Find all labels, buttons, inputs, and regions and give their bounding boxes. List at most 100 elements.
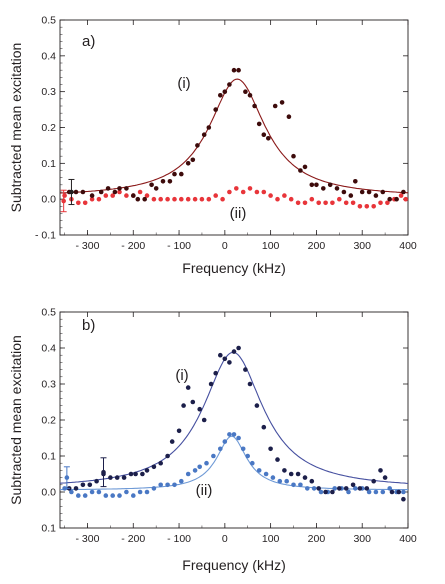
data-point-series-1 [110, 493, 115, 498]
data-point-series-1 [69, 489, 74, 495]
data-point-series-1 [318, 489, 324, 495]
x-tick-label: 300 [353, 533, 371, 545]
data-point-series-1 [96, 196, 102, 202]
data-point-series-0 [87, 482, 93, 488]
data-point-series-0 [353, 179, 358, 184]
data-point-series-0 [73, 486, 79, 491]
data-point-series-0 [401, 189, 406, 195]
data-point-series-1 [124, 489, 129, 495]
y-axis-label: Subtracted mean excitation [8, 335, 24, 505]
data-point-series-0 [254, 403, 260, 408]
data-point-series-0 [144, 468, 150, 473]
data-point-series-1 [151, 486, 157, 491]
data-point-series-0 [302, 164, 308, 170]
data-point-series-0 [256, 121, 262, 127]
data-point-series-1 [268, 193, 273, 198]
data-point-series-1 [137, 189, 143, 195]
data-point-series-0 [394, 196, 399, 202]
data-point-series-0 [371, 478, 377, 484]
data-point-series-1 [332, 486, 338, 491]
data-point-series-1 [343, 200, 349, 206]
data-point-series-1 [398, 193, 404, 198]
data-point-series-1 [103, 493, 109, 498]
data-point-series-1 [371, 204, 377, 209]
data-point-series-0 [401, 496, 406, 502]
data-point-series-1 [250, 460, 255, 466]
data-point-series-0 [316, 486, 322, 491]
data-point-series-1 [76, 493, 81, 498]
data-point-series-0 [380, 189, 386, 195]
data-point-series-0 [236, 67, 241, 73]
data-point-series-0 [121, 475, 127, 480]
x-axis-label: Frequency (kHz) [182, 557, 285, 573]
data-point-series-0 [108, 475, 113, 480]
data-point-series-1 [62, 193, 67, 198]
panel-label: b) [82, 317, 95, 334]
panel-label: a) [82, 33, 95, 50]
x-tick-label: - 300 [76, 240, 100, 252]
data-point-series-0 [153, 186, 159, 191]
data-point-series-0 [387, 196, 393, 202]
data-point-series-1 [291, 482, 296, 488]
data-point-series-1 [172, 196, 177, 202]
x-tick-label: 0 [222, 240, 228, 252]
data-point-series-0 [268, 446, 273, 452]
data-point-series-0 [343, 486, 349, 491]
data-point-series-1 [131, 493, 136, 498]
data-point-series-0 [190, 399, 196, 405]
x-tick-label: 100 [262, 533, 280, 545]
data-point-series-0 [89, 193, 95, 198]
x-tick-label: - 300 [76, 533, 100, 545]
data-point-series-0 [350, 482, 356, 488]
data-point-series-1 [206, 196, 212, 202]
data-point-series-1 [211, 453, 216, 459]
error-bar-point [69, 189, 74, 195]
data-point-series-0 [231, 67, 237, 73]
data-point-series-0 [176, 428, 182, 434]
x-tick-label: - 100 [167, 240, 191, 252]
data-point-series-0 [195, 143, 200, 148]
data-point-series-1 [144, 489, 150, 495]
data-point-series-0 [302, 475, 308, 480]
data-point-series-0 [279, 100, 285, 105]
data-point-series-0 [252, 103, 257, 109]
data-point-series-0 [218, 93, 223, 98]
data-point-series-1 [240, 446, 246, 452]
data-point-series-0 [323, 489, 328, 495]
annotation-ii: (ii) [230, 205, 247, 222]
annotation-i: (i) [177, 75, 190, 92]
panel-b: 0.1 0.0 0.1 0.2 0.3 0.4 0.5 - 300 - 200 - 100 0 100… [8, 307, 417, 574]
data-point-series-1 [172, 482, 177, 488]
data-point-series-0 [201, 132, 207, 137]
data-point-series-1 [284, 478, 290, 484]
data-point-series-1 [179, 478, 184, 484]
y-axis-label: Subtracted mean excitation [8, 43, 24, 213]
data-point-series-0 [179, 171, 184, 177]
data-point-series-0 [231, 349, 237, 354]
data-point-series-0 [334, 186, 340, 191]
data-point-series-0 [213, 107, 218, 112]
fit-curve-series-1 [60, 435, 408, 491]
data-point-series-1 [261, 189, 267, 195]
data-point-series-0 [149, 182, 154, 188]
data-point-series-1 [305, 486, 310, 491]
data-point-series-1 [302, 200, 308, 206]
data-point-series-1 [401, 489, 406, 495]
x-tick-label: 200 [308, 240, 326, 252]
data-point-series-1 [234, 186, 239, 191]
data-point-series-0 [364, 486, 370, 491]
data-point-series-1 [309, 196, 315, 202]
data-point-series-1 [311, 486, 317, 491]
data-point-series-0 [272, 103, 278, 109]
data-point-series-0 [321, 186, 326, 191]
x-tick-label: - 200 [121, 533, 145, 545]
data-point-series-1 [192, 196, 198, 202]
data-point-series-0 [105, 186, 111, 191]
data-point-series-1 [185, 196, 191, 202]
data-point-series-1 [270, 475, 276, 480]
data-point-series-1 [330, 200, 335, 206]
data-point-series-0 [117, 186, 122, 191]
data-point-series-1 [247, 186, 253, 191]
data-point-series-0 [201, 417, 207, 423]
